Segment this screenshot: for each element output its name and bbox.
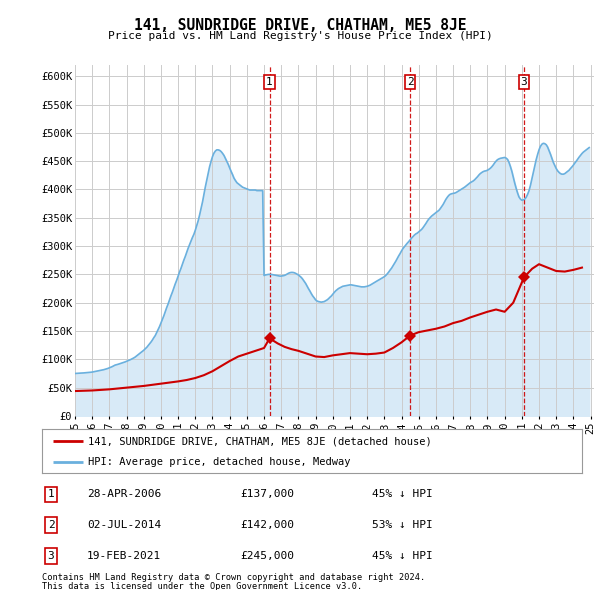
- Text: 2: 2: [407, 77, 413, 87]
- Text: This data is licensed under the Open Government Licence v3.0.: This data is licensed under the Open Gov…: [42, 582, 362, 590]
- Text: 141, SUNDRIDGE DRIVE, CHATHAM, ME5 8JE (detached house): 141, SUNDRIDGE DRIVE, CHATHAM, ME5 8JE (…: [88, 437, 431, 446]
- Text: 3: 3: [47, 551, 55, 560]
- Text: HPI: Average price, detached house, Medway: HPI: Average price, detached house, Medw…: [88, 457, 350, 467]
- Text: £137,000: £137,000: [240, 490, 294, 499]
- Text: 1: 1: [266, 77, 273, 87]
- Text: £245,000: £245,000: [240, 551, 294, 560]
- Text: 141, SUNDRIDGE DRIVE, CHATHAM, ME5 8JE: 141, SUNDRIDGE DRIVE, CHATHAM, ME5 8JE: [134, 18, 466, 32]
- Text: 1: 1: [47, 490, 55, 499]
- Text: Price paid vs. HM Land Registry's House Price Index (HPI): Price paid vs. HM Land Registry's House …: [107, 31, 493, 41]
- Text: 45% ↓ HPI: 45% ↓ HPI: [372, 490, 433, 499]
- Text: 3: 3: [521, 77, 527, 87]
- Text: 45% ↓ HPI: 45% ↓ HPI: [372, 551, 433, 560]
- Text: 53% ↓ HPI: 53% ↓ HPI: [372, 520, 433, 530]
- Text: 02-JUL-2014: 02-JUL-2014: [87, 520, 161, 530]
- Text: 2: 2: [47, 520, 55, 530]
- Text: £142,000: £142,000: [240, 520, 294, 530]
- Text: 19-FEB-2021: 19-FEB-2021: [87, 551, 161, 560]
- Text: 28-APR-2006: 28-APR-2006: [87, 490, 161, 499]
- Text: Contains HM Land Registry data © Crown copyright and database right 2024.: Contains HM Land Registry data © Crown c…: [42, 573, 425, 582]
